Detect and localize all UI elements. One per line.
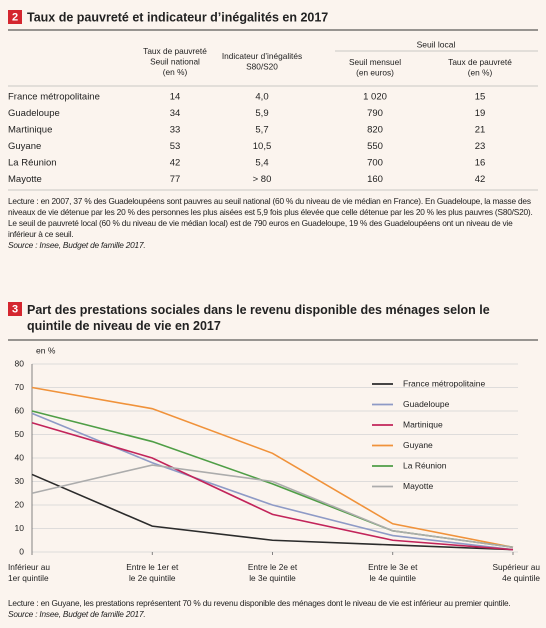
column-header: Seuil mensuel (349, 57, 401, 67)
group-header: Seuil local (417, 39, 456, 49)
source: Source : Insee, Budget de famille 2017. (8, 240, 146, 250)
y-tick-label: 0 (19, 546, 24, 556)
series-line (31, 464, 514, 549)
column-header: (en euros) (356, 68, 394, 78)
cell: 700 (367, 158, 383, 169)
cell: 550 (367, 141, 383, 152)
source: Source : Insee, Budget de famille 2017. (8, 609, 146, 619)
column-header: S80/S20 (246, 62, 278, 72)
x-tick-label: Supérieur au (492, 562, 540, 572)
x-tick-label: Entre le 1er et (126, 562, 179, 572)
row-label: Martinique (8, 125, 52, 136)
section-badge (8, 10, 22, 24)
series-line (31, 421, 514, 551)
y-tick-label: 10 (15, 523, 25, 533)
cell: 42 (475, 174, 486, 185)
x-tick-label: 4e quintile (502, 573, 540, 583)
cell: 42 (170, 158, 181, 169)
chart: Part des prestations sociales dans le re… (8, 303, 540, 583)
y-tick-label: 40 (15, 452, 25, 462)
x-tick-label: Entre le 2e et (248, 562, 298, 572)
title-line: quintile de niveau de vie en 2017 (27, 319, 221, 333)
legend-label: Martinique (403, 419, 443, 429)
y-tick-label: 60 (15, 405, 25, 415)
cell: 5,7 (255, 125, 268, 136)
cell: 160 (367, 174, 383, 185)
legend-label: La Réunion (403, 460, 447, 470)
note-text: Lecture : en Guyane, les prestations rep… (8, 598, 511, 608)
section-badge (8, 302, 22, 316)
x-tick-label: le 2e quintile (129, 573, 176, 583)
chart-title: Part des prestations sociales dans le re… (27, 303, 490, 333)
y-tick-label: 20 (15, 499, 25, 509)
cell: 790 (367, 108, 383, 119)
cell: 23 (475, 141, 486, 152)
cell: 34 (170, 108, 181, 119)
legend-label: Guadeloupe (403, 399, 450, 409)
series-line (31, 410, 514, 549)
column-header: Taux de pauvreté (143, 46, 207, 56)
cell: 21 (475, 125, 486, 136)
cell: 4,0 (255, 92, 268, 103)
note: Lecture : en Guyane, les prestations rep… (8, 598, 536, 620)
note: Lecture : en 2007, 37 % des Guadeloupéen… (8, 196, 536, 251)
column-header: (en %) (468, 68, 493, 78)
x-tick-label: 1er quintile (8, 573, 49, 583)
column-header: Seuil national (150, 57, 200, 67)
y-axis-label: en % (36, 345, 56, 355)
cell: 10,5 (253, 141, 272, 152)
row-label: France métropolitaine (8, 92, 100, 103)
cell: 5,9 (255, 108, 268, 119)
note-text: Lecture : en 2007, 37 % des Guadeloupéen… (8, 196, 533, 239)
cell: 5,4 (255, 158, 268, 169)
row-label: Mayotte (8, 174, 42, 185)
column-header: (en %) (163, 67, 188, 77)
column-header: Indicateur d’inégalités (222, 51, 302, 61)
cell: 16 (475, 158, 486, 169)
cell: 33 (170, 125, 181, 136)
cell: 820 (367, 125, 383, 136)
row-label: Guadeloupe (8, 108, 60, 119)
cell: 53 (170, 141, 181, 152)
cell: 1 020 (363, 92, 387, 103)
section-title: Taux de pauvreté et indicateur d’inégali… (27, 10, 328, 24)
cell: 14 (170, 92, 181, 103)
legend-label: France métropolitaine (403, 378, 485, 388)
cell: 15 (475, 92, 486, 103)
series-line (31, 473, 514, 551)
x-tick-label: le 3e quintile (249, 573, 296, 583)
column-header: Taux de pauvreté (448, 57, 512, 67)
y-tick-label: 70 (15, 382, 25, 392)
y-tick-label: 80 (15, 358, 25, 368)
x-tick-label: le 4e quintile (369, 573, 416, 583)
legend-label: Mayotte (403, 481, 434, 491)
y-tick-label: 30 (15, 476, 25, 486)
row-label: La Réunion (8, 158, 57, 169)
x-tick-label: Entre le 3e et (368, 562, 418, 572)
title-line: Part des prestations sociales dans le re… (27, 303, 490, 317)
y-tick-label: 50 (15, 429, 25, 439)
row-label: Guyane (8, 141, 41, 152)
section-number: 3 (12, 303, 18, 315)
legend-label: Guyane (403, 440, 433, 450)
x-tick-label: Inférieur au (8, 562, 50, 572)
cell: 19 (475, 108, 486, 119)
section-number: 2 (12, 11, 18, 23)
series-line (31, 386, 514, 549)
cell: 77 (170, 174, 181, 185)
cell: > 80 (253, 174, 272, 185)
